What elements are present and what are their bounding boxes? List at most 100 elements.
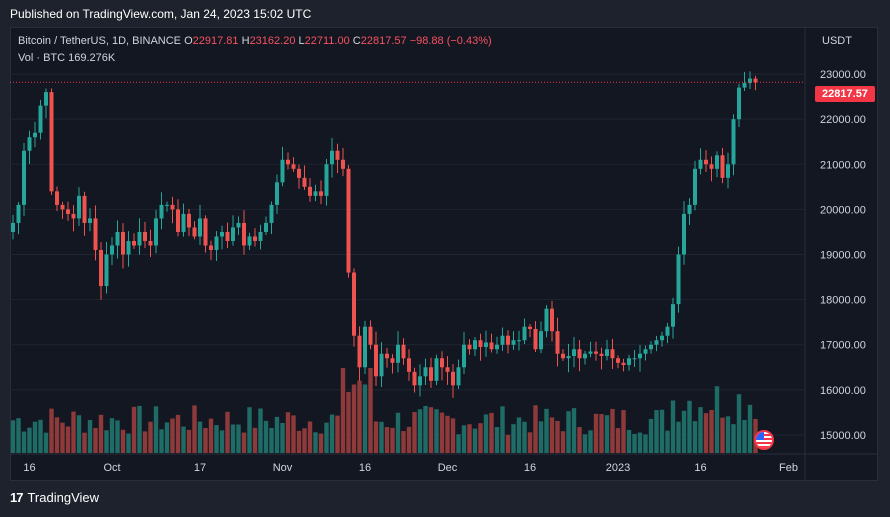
candle-body (302, 177, 307, 187)
volume-bar (445, 415, 450, 453)
x-tick-label: Feb (779, 462, 798, 474)
volume-bar (461, 425, 467, 453)
candle-body (60, 204, 65, 210)
volume-bar (219, 430, 225, 453)
volume-bar (615, 428, 621, 453)
candle-body (715, 155, 719, 169)
volume-bar (131, 406, 137, 453)
candle-body (643, 349, 648, 354)
volume-label[interactable]: Vol · BTC (18, 52, 66, 64)
volume-bar (703, 413, 709, 453)
currency-unit[interactable]: USDT (822, 35, 852, 47)
candle-body (440, 358, 444, 368)
volume-bar (214, 425, 219, 453)
volume-bar (142, 431, 148, 453)
candle-body (445, 367, 450, 372)
low-value: 22711.00 (304, 35, 350, 47)
candle-body (742, 83, 747, 88)
candle-body (676, 254, 681, 305)
candle-body (649, 344, 653, 350)
x-tick-label: Oct (103, 462, 120, 474)
volume-bar (439, 412, 445, 453)
candle-body (572, 349, 576, 357)
x-tick-label: 17 (194, 462, 206, 474)
us-flag-icon[interactable] (754, 430, 774, 450)
volume-bar (236, 424, 241, 453)
volume-bar (109, 418, 115, 453)
candle-body (489, 342, 494, 350)
candle-body (533, 328, 538, 350)
candle-body (132, 240, 136, 246)
candle-body (66, 209, 70, 214)
candle-body (693, 168, 697, 205)
candle-body (396, 344, 400, 363)
volume-bar (252, 427, 258, 453)
candle-body (77, 195, 81, 219)
volume-bar (21, 431, 27, 453)
candle-body (467, 344, 472, 350)
open-value: 22917.81 (192, 35, 239, 47)
candle-body (297, 168, 301, 178)
volume-bar (10, 420, 16, 453)
volume-bar (126, 433, 131, 453)
volume-bar (637, 432, 643, 453)
volume-bar (241, 432, 247, 453)
candle-body (214, 236, 219, 250)
volume-bar (423, 405, 428, 453)
candle-body (242, 222, 246, 246)
close-label: C (352, 35, 361, 47)
volume-bar (302, 428, 307, 453)
y-tick-label: 21000.00 (820, 159, 866, 171)
candle-body (737, 87, 741, 120)
last-price-tag: 22817.57 (815, 86, 875, 102)
volume-bar (247, 407, 252, 453)
candle-body (588, 351, 593, 354)
tradingview-logo: 17 (10, 490, 24, 505)
candle-body (671, 304, 675, 327)
volume-bar (692, 421, 698, 453)
volume-bar (582, 434, 588, 453)
volume-bar (71, 411, 76, 453)
candle-body (434, 358, 439, 381)
volume-bar (626, 429, 632, 453)
volume-bar (483, 414, 489, 453)
candle-body (203, 218, 208, 246)
candle-body (390, 358, 395, 363)
candle-body (522, 326, 527, 341)
volume-bar (269, 427, 274, 453)
candle-body (368, 326, 373, 345)
ohlc-legend: Bitcoin / TetherUS, 1D, BINANCE O22917.8… (18, 35, 492, 47)
volume-bar (621, 410, 626, 453)
price-chart[interactable]: 15000.00 16000.00 17000.00 18000.00 19000.00… (10, 27, 878, 481)
volume-bar (599, 414, 604, 453)
volume-legend: Vol · BTC 169.276K (18, 52, 115, 64)
candle-body (99, 250, 103, 287)
candle-body (478, 340, 483, 347)
change-value: −98.88 (−0.43%) (409, 35, 492, 47)
volume-bar (296, 430, 302, 453)
volume-bar (505, 434, 511, 453)
candle-body (704, 159, 708, 165)
candle-body (170, 204, 175, 210)
candle-body (610, 349, 615, 359)
volume-bar (412, 412, 417, 453)
candle-body (748, 78, 752, 84)
volume-bar (38, 419, 43, 453)
candle-body (352, 272, 356, 336)
volume-bar (632, 433, 637, 453)
volume-bar (170, 418, 175, 453)
candle-body (187, 213, 191, 228)
candle-body (412, 371, 417, 386)
candle-body (49, 92, 54, 192)
volume-bar (324, 422, 329, 453)
candle-body (605, 349, 609, 357)
volume-bar (659, 409, 665, 453)
volume-bar (742, 420, 747, 453)
tradingview-brand[interactable]: 17 TradingView (10, 490, 99, 505)
symbol-title[interactable]: Bitcoin / TetherUS, 1D, BINANCE (18, 35, 182, 47)
volume-bar (346, 391, 351, 453)
candle-body (253, 236, 257, 241)
candle-body (665, 326, 670, 336)
candle-body (27, 137, 32, 151)
volume-bar (538, 421, 544, 453)
